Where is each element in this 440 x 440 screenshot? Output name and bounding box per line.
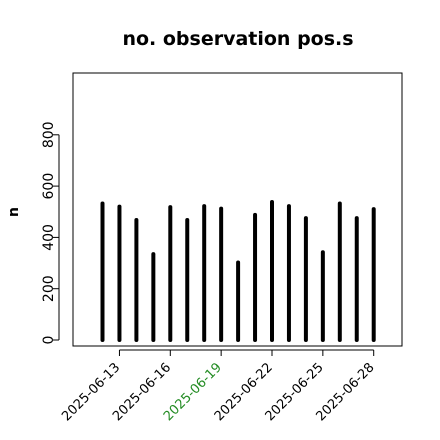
y-tick-label: 800 — [41, 121, 57, 148]
y-tick-label: 200 — [41, 275, 57, 302]
y-tick-label: 600 — [41, 173, 57, 200]
plot-area-border — [72, 72, 403, 347]
y-axis: 0 200 400 600 800 — [41, 121, 60, 345]
y-tick-label: 400 — [41, 224, 57, 251]
bars-group — [100, 200, 376, 342]
chart-title: no. observation pos.s — [122, 28, 353, 50]
y-axis-label: n — [6, 207, 22, 217]
x-axis: 2025-06-132025-06-162025-06-192025-06-22… — [59, 349, 378, 424]
y-tick-label: 0 — [41, 336, 57, 345]
